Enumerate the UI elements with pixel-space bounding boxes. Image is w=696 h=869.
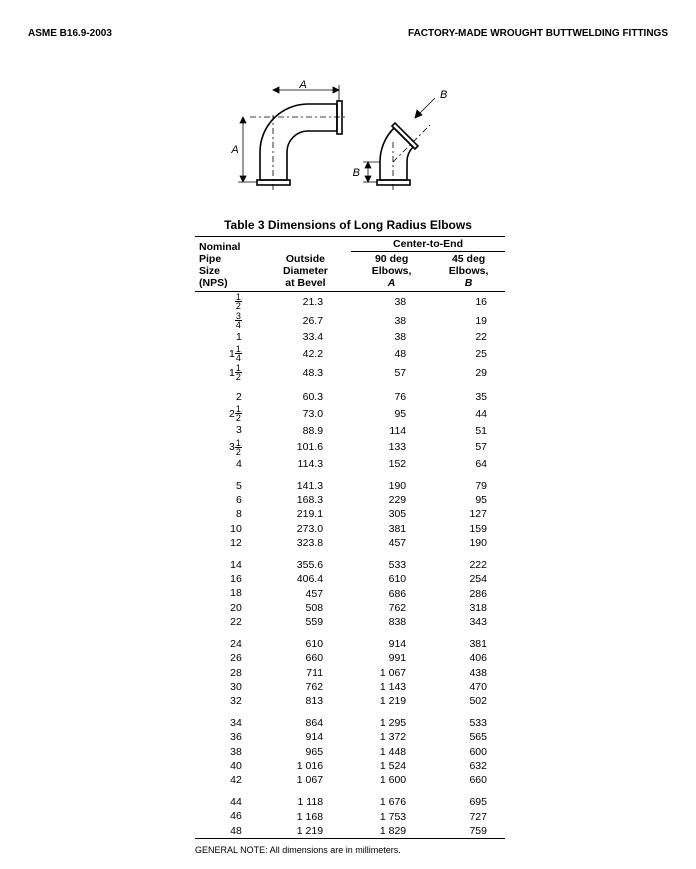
table-row: 8219.1305127 — [195, 507, 505, 521]
dim-label-A-vert: A — [230, 144, 238, 156]
hdr-b-2: Elbows, — [449, 265, 489, 277]
dim-label-A-horiz: A — [298, 80, 306, 91]
hdr-nps-4: (NPS) — [199, 277, 228, 289]
hdr-nps-1: Nominal — [199, 241, 240, 253]
header-right: FACTORY-MADE WROUGHT BUTTWELDING FITTING… — [408, 28, 668, 39]
table-row: 11442.24825 — [195, 344, 505, 363]
table-row: 307621 143470 — [195, 680, 505, 694]
table-row: 22559838343 — [195, 615, 505, 629]
hdr-a-2: Elbows, — [372, 265, 412, 277]
table-row: 348641 295533 — [195, 716, 505, 730]
hdr-b-1: 45 deg — [452, 253, 485, 265]
hdr-nps-3: Size — [199, 265, 220, 277]
table-row: 287111 067438 — [195, 666, 505, 680]
general-note: GENERAL NOTE: All dimensions are in mill… — [195, 845, 505, 855]
table-row: 133.43822 — [195, 330, 505, 344]
table-row: 4114.315264 — [195, 457, 505, 471]
table-row: 441 1181 676695 — [195, 795, 505, 809]
hdr-od-2: Diameter — [283, 265, 328, 277]
table-row: 6168.322995 — [195, 493, 505, 507]
elbow-diagrams: A A B — [225, 80, 465, 200]
table-row: 401 0161 524632 — [195, 759, 505, 773]
table-row: 312101.613357 — [195, 438, 505, 457]
hdr-a-1: 90 deg — [375, 253, 408, 265]
table-row: 421 0671 600660 — [195, 773, 505, 787]
header-left: ASME B16.9-2003 — [28, 28, 112, 39]
table-row: 14355.6533222 — [195, 558, 505, 572]
table-row: 26660991406 — [195, 651, 505, 665]
table-row: 389651 448600 — [195, 745, 505, 759]
table-row: 10273.0381159 — [195, 522, 505, 536]
table-row: 461 1681 753727 — [195, 809, 505, 823]
table-row: 3426.73819 — [195, 311, 505, 330]
table-row: 16406.4610254 — [195, 572, 505, 586]
table-row: 24610914381 — [195, 637, 505, 651]
table-row: 18457686286 — [195, 586, 505, 600]
table-row: 1221.33816 — [195, 292, 505, 312]
hdr-nps-2: Pipe — [199, 253, 221, 265]
table-row: 260.37635 — [195, 390, 505, 404]
hdr-od-3: at Bevel — [285, 277, 325, 289]
table-row: 12323.8457190 — [195, 536, 505, 550]
table-row: 20508762318 — [195, 601, 505, 615]
dimensions-table: Nominal Pipe Size (NPS) Outside Diameter… — [195, 236, 505, 855]
table-row: 328131 219502 — [195, 694, 505, 708]
table-row: 5141.319079 — [195, 479, 505, 493]
table-row: 388.911451 — [195, 423, 505, 437]
hdr-cte: Center-to-End — [351, 237, 505, 252]
hdr-a-3: A — [388, 277, 396, 289]
table-row: 21273.09544 — [195, 404, 505, 423]
table-row: 11248.35729 — [195, 363, 505, 382]
dim-label-B-vert: B — [353, 167, 360, 179]
hdr-od-1: Outside — [286, 253, 325, 265]
table-title: Table 3 Dimensions of Long Radius Elbows — [0, 218, 696, 232]
dim-label-B-angle: B — [440, 89, 447, 101]
hdr-b-3: B — [465, 277, 473, 289]
table-row: 369141 372565 — [195, 730, 505, 744]
table-row: 481 2191 829759 — [195, 824, 505, 838]
